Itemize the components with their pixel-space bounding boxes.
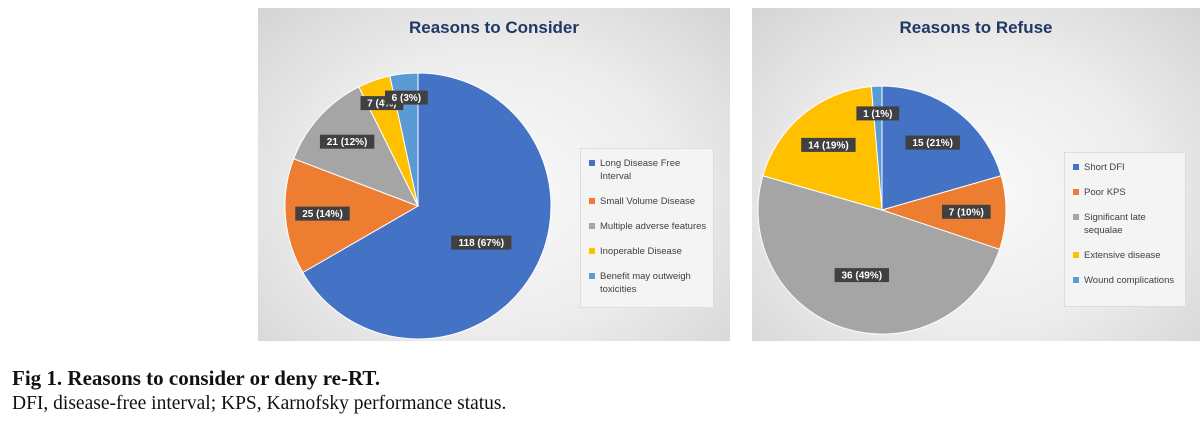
legend-item-long-disease-free-interval: Long Disease Free Interval bbox=[589, 157, 713, 183]
legend-item-short-dfi: Short DFI bbox=[1073, 161, 1185, 174]
legend-swatch bbox=[1073, 252, 1079, 258]
legend-label: Short DFI bbox=[1084, 162, 1125, 173]
legend-swatch bbox=[1073, 164, 1079, 170]
svg-text:118 (67%): 118 (67%) bbox=[459, 238, 505, 249]
legend-item-significant-late-sequalae: Significant late sequalae bbox=[1073, 211, 1185, 237]
legend-label: Inoperable Disease bbox=[600, 246, 682, 257]
figure-caption-title: Fig 1. Reasons to consider or deny re-RT… bbox=[12, 366, 381, 390]
legend-swatch bbox=[1073, 189, 1079, 195]
svg-text:7 (4%): 7 (4%) bbox=[367, 99, 396, 110]
legend-swatch bbox=[589, 223, 595, 229]
svg-text:15 (21%): 15 (21%) bbox=[912, 138, 953, 149]
data-label-wound-complications: 1 (1%) bbox=[856, 106, 900, 121]
data-label-long-disease-free-interval: 118 (67%) bbox=[451, 235, 512, 250]
svg-text:36 (49%): 36 (49%) bbox=[842, 271, 883, 282]
svg-text:21 (12%): 21 (12%) bbox=[327, 137, 368, 148]
legend-item-wound-complications: Wound complications bbox=[1073, 274, 1185, 287]
legend-label: Benefit may outweigh toxicities bbox=[600, 271, 691, 295]
svg-text:1 (1%): 1 (1%) bbox=[863, 109, 892, 120]
legend-label: Extensive disease bbox=[1084, 250, 1161, 261]
legend-label: Long Disease Free Interval bbox=[600, 158, 681, 182]
legend-label: Small Volume Disease bbox=[600, 196, 696, 207]
svg-text:14 (19%): 14 (19%) bbox=[808, 140, 849, 151]
legend-swatch bbox=[1073, 214, 1079, 220]
pie-chart-refuse: 15 (21%) 7 (10%) 36 (49%) 14 (19%) 1 (1%) bbox=[757, 85, 1007, 335]
svg-text:6 (3%): 6 (3%) bbox=[392, 93, 421, 104]
legend-label: Wound complications bbox=[1084, 275, 1175, 286]
legend-swatch bbox=[589, 248, 595, 254]
data-label-small-volume-disease: 25 (14%) bbox=[295, 206, 350, 221]
pie-slice-small-volume-disease bbox=[284, 158, 420, 274]
legend-item-benefit-may-outweigh-toxicities: Benefit may outweigh toxicities bbox=[589, 270, 713, 296]
chart-legend: Long Disease Free Interval Small Volume D… bbox=[580, 148, 714, 308]
figure-caption-text: DFI, disease-free interval; KPS, Karnofs… bbox=[12, 393, 507, 414]
data-label-significant-late-sequalae: 36 (49%) bbox=[834, 268, 889, 283]
pie-chart-consider: 118 (67%) 25 (14%) 21 (12%) 7 (4%)6 (3%) bbox=[284, 72, 552, 340]
legend-item-multiple-adverse-features: Multiple adverse features bbox=[589, 220, 713, 233]
chart-panel-refuse: Reasons to Refuse 15 (21%) 7 (10%) 36 (49%… bbox=[752, 8, 1200, 341]
legend-swatch bbox=[589, 198, 595, 204]
data-label-poor-kps: 7 (10%) bbox=[942, 204, 991, 219]
legend-swatch bbox=[1073, 277, 1079, 283]
legend-item-small-volume-disease: Small Volume Disease bbox=[589, 195, 713, 208]
legend-swatch bbox=[589, 160, 595, 166]
legend-item-poor-kps: Poor KPS bbox=[1073, 186, 1185, 199]
legend-swatch bbox=[589, 273, 595, 279]
data-label-short-dfi: 15 (21%) bbox=[905, 135, 960, 150]
data-label-benefit-may-outweigh-toxicities: 6 (3%) bbox=[385, 90, 428, 105]
chart-legend: Short DFI Poor KPS Significant late sequal… bbox=[1064, 152, 1186, 307]
data-label-extensive-disease: 14 (19%) bbox=[801, 137, 856, 152]
legend-label: Multiple adverse features bbox=[600, 221, 707, 232]
svg-text:7 (10%): 7 (10%) bbox=[949, 207, 984, 218]
legend-item-extensive-disease: Extensive disease bbox=[1073, 249, 1185, 262]
legend-item-inoperable-disease: Inoperable Disease bbox=[589, 245, 713, 258]
chart-title: Reasons to Consider bbox=[408, 18, 580, 37]
chart-title: Reasons to Refuse bbox=[899, 18, 1053, 37]
pie-slice-significant-late-sequalae bbox=[757, 175, 1001, 335]
legend-label: Poor KPS bbox=[1084, 187, 1126, 198]
svg-text:25 (14%): 25 (14%) bbox=[302, 209, 343, 220]
data-label-multiple-adverse-features: 21 (12%) bbox=[319, 134, 375, 149]
pie-slice-long-disease-free-interval bbox=[302, 72, 552, 340]
chart-panel-consider: Reasons to Consider 118 (67%) 25 (14%) 21 … bbox=[258, 8, 730, 341]
legend-label: Significant late sequalae bbox=[1084, 212, 1146, 236]
